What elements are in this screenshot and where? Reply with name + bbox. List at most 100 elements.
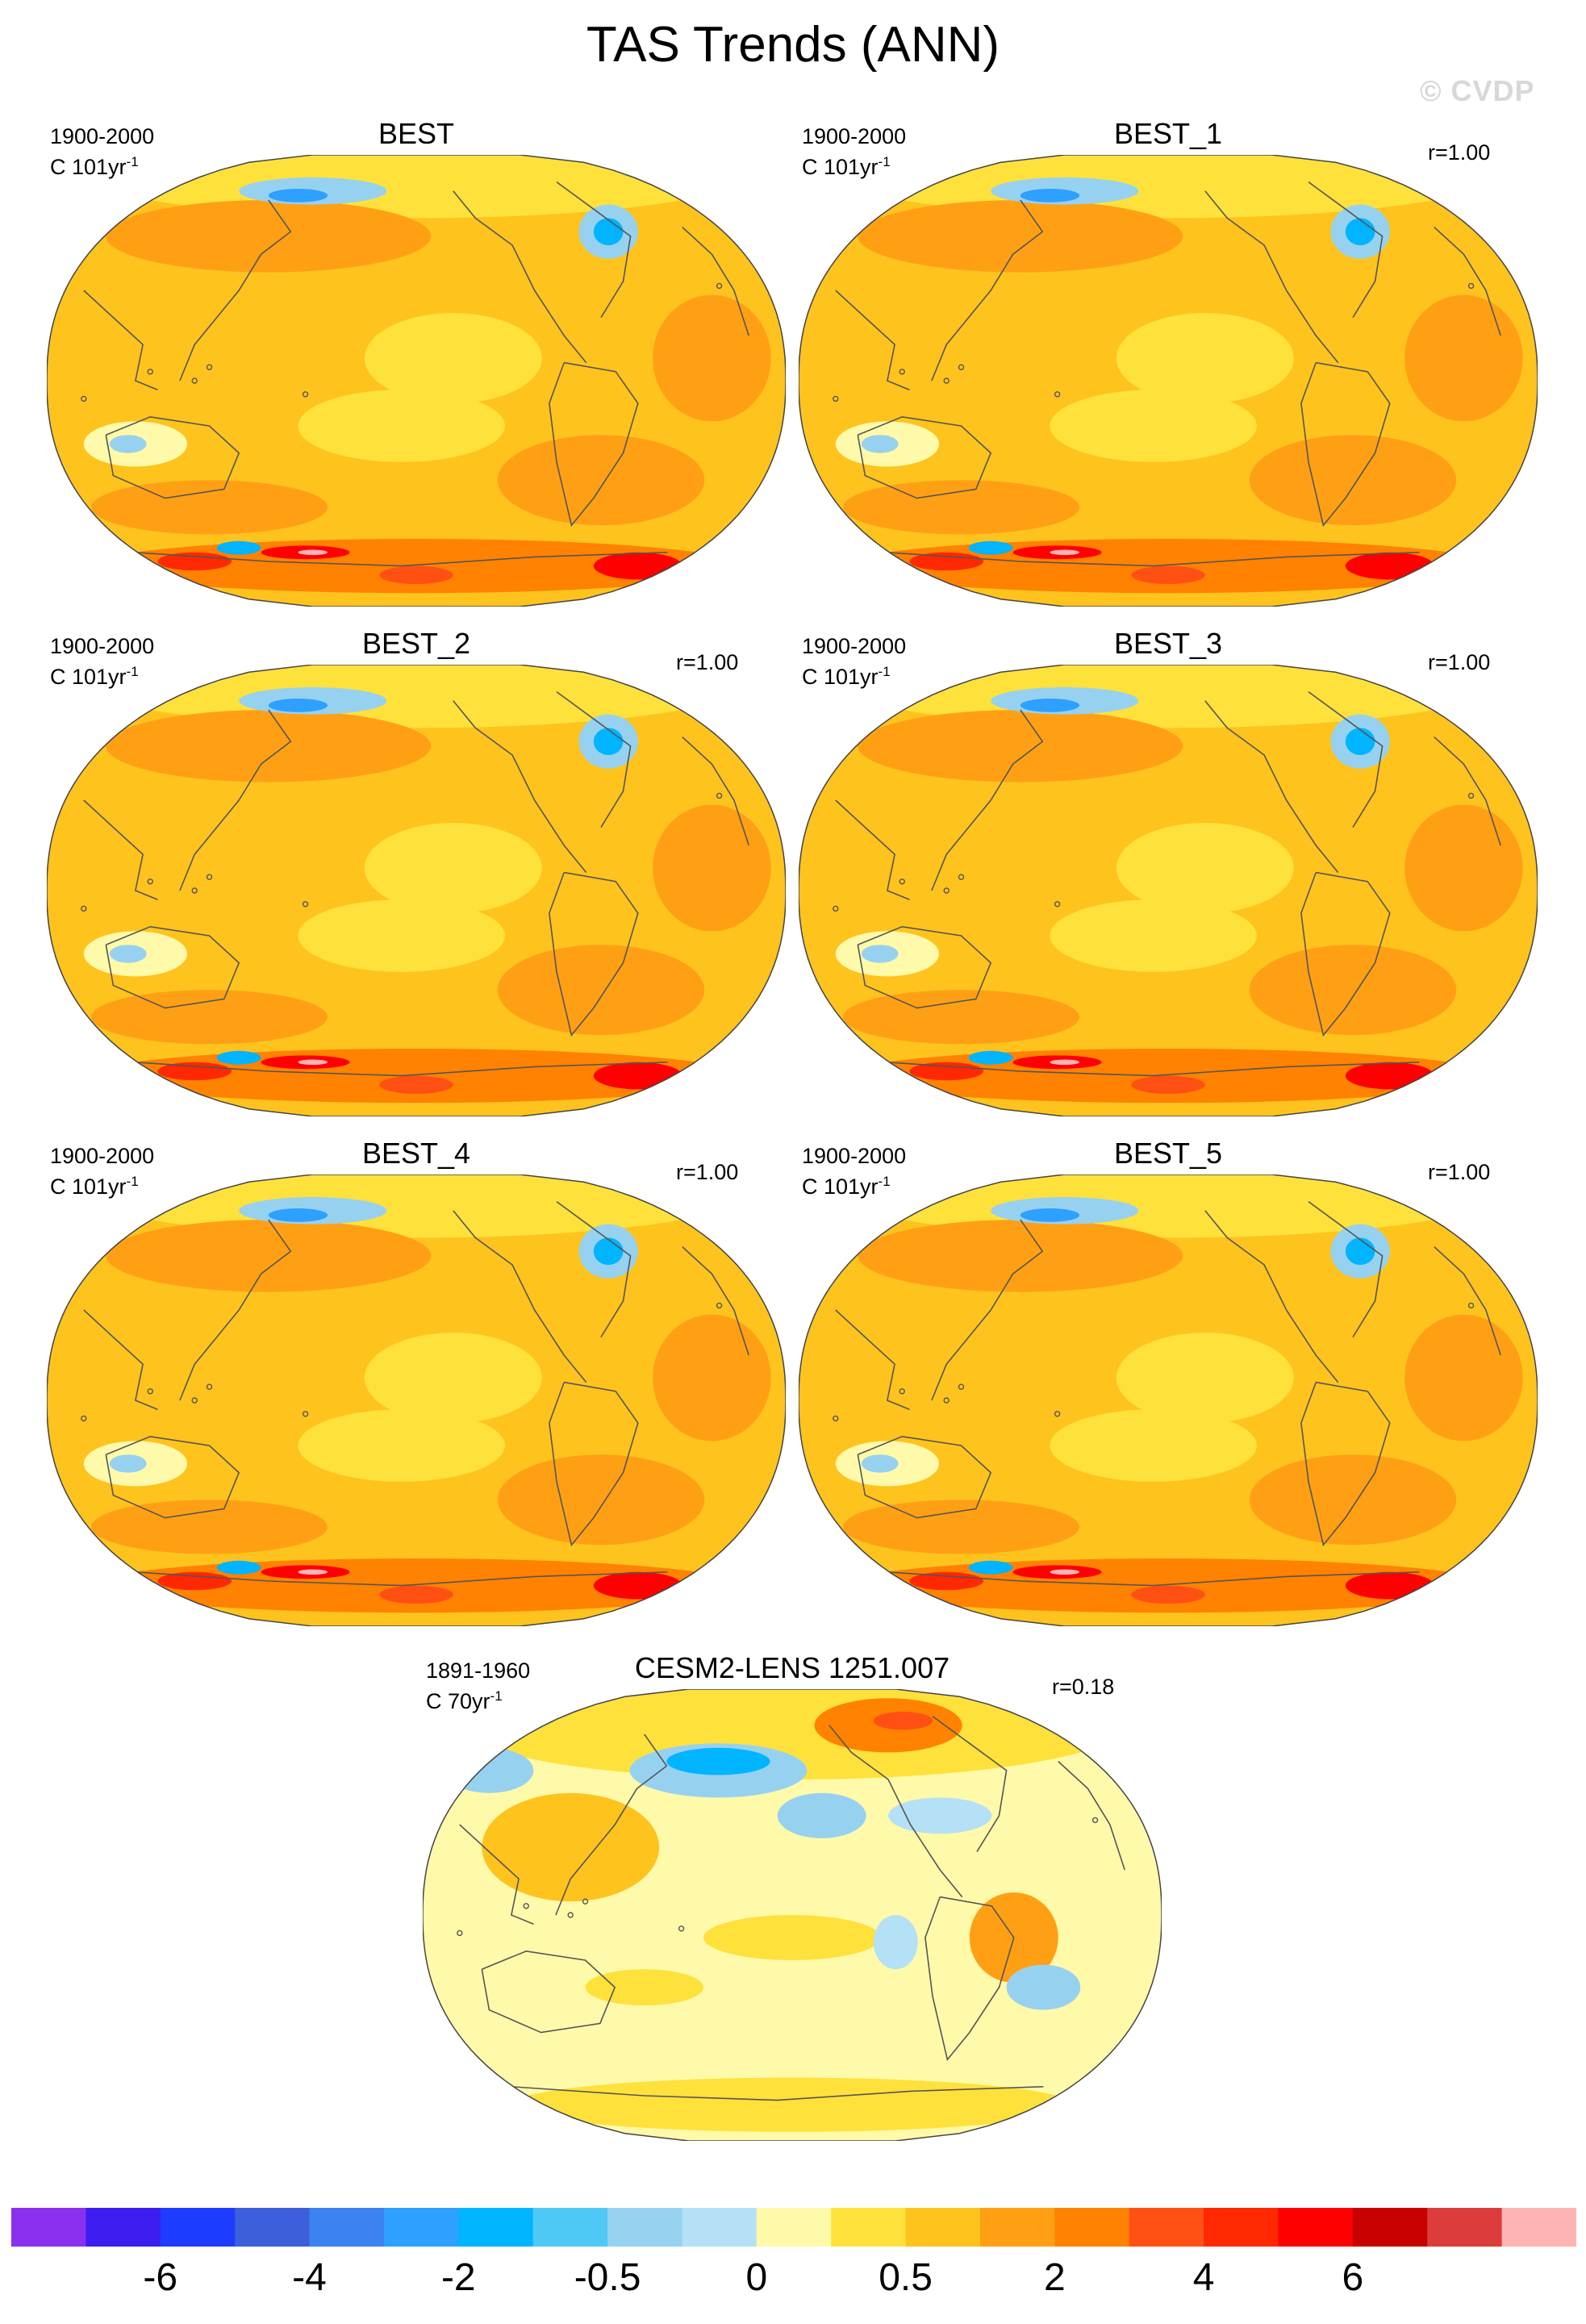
- coastline: [1308, 181, 1384, 319]
- coastline: [931, 709, 1044, 891]
- coastline: [1204, 1210, 1339, 1383]
- panel-period: 1891-1960 C 70yr-1: [426, 1659, 530, 1714]
- pacific-light-region: [364, 823, 542, 913]
- island-outline: [716, 1302, 723, 1309]
- units-exponent: -1: [878, 154, 891, 169]
- map-svg: [423, 1689, 1162, 2141]
- coastline: [83, 799, 158, 900]
- antarctic-hot: [593, 552, 682, 580]
- arctic-cool-core: [268, 699, 328, 712]
- north-atlantic-cool-core: [593, 218, 624, 245]
- antarctic-cool: [1478, 1047, 1509, 1059]
- coastline: [83, 290, 158, 390]
- southern-ocean-warm: [842, 990, 1080, 1045]
- antarctic-warm: [379, 565, 453, 584]
- antarctic-hot: [157, 1062, 232, 1081]
- antarctic-hot: [909, 1571, 983, 1591]
- antarctic-warm: [379, 1585, 453, 1604]
- southern-ocean-warm: [842, 480, 1080, 535]
- africa-warm: [482, 1792, 660, 1902]
- panel-title: BEST_3: [1113, 627, 1223, 660]
- units-label: C 101yr-1: [802, 1174, 891, 1199]
- antarctic-cool: [216, 540, 261, 555]
- island-outline: [81, 1415, 87, 1422]
- map-svg: [799, 1175, 1538, 1626]
- pacific-light-region: [1050, 899, 1257, 972]
- units-label: C 101yr-1: [802, 664, 891, 689]
- panel-title: BEST_2: [361, 627, 471, 660]
- island-outline: [1054, 1411, 1061, 1417]
- antarctic-hot: [593, 1571, 682, 1600]
- island-outline: [302, 1411, 309, 1417]
- indian-ocean-cool: [109, 1454, 147, 1473]
- colorbar-swatch: [235, 2208, 311, 2247]
- coastline: [1204, 190, 1339, 364]
- antarctic-hot: [909, 552, 983, 571]
- pattern-correlation: r=1.00: [1428, 140, 1491, 165]
- southern-ocean-warm: [90, 990, 328, 1045]
- africa-warm: [1404, 294, 1523, 422]
- panel-period: 1900-2000 C 101yr-1: [50, 634, 154, 690]
- map-outline: [423, 1689, 1162, 2141]
- period-label: 1900-2000: [802, 634, 907, 658]
- north-pacific-cool-core: [666, 1747, 770, 1775]
- colorbar-swatch: [532, 2208, 608, 2247]
- panel-period: 1900-2000 C 101yr-1: [50, 1144, 154, 1200]
- antarctic-warm: [1131, 1075, 1205, 1094]
- colorbar-tick-label: -2: [440, 2256, 476, 2299]
- coastline: [481, 1950, 616, 2034]
- island-outline: [833, 905, 839, 912]
- units-exponent: -1: [490, 1688, 503, 1704]
- north-atlantic-cool-core: [1345, 728, 1375, 755]
- period-label: 1891-1960: [426, 1659, 531, 1683]
- colorbar-swatch: [86, 2208, 161, 2247]
- map-outline: [799, 665, 1538, 1116]
- map-outline: [47, 155, 786, 607]
- colorbar-swatch: [756, 2208, 832, 2247]
- antarctic-hot: [909, 1062, 983, 1081]
- asia-warm-region: [106, 710, 432, 782]
- island-outline: [1467, 1302, 1475, 1309]
- pacific-light-region: [298, 1409, 505, 1482]
- coastline: [1308, 691, 1384, 828]
- asia-warm-region: [858, 710, 1183, 782]
- antarctic-warm: [1131, 1585, 1205, 1604]
- coastline: [857, 1435, 992, 1519]
- island-outline: [81, 395, 87, 403]
- island-outline: [943, 378, 950, 384]
- antarctic-hot-core: [1050, 1059, 1080, 1066]
- colorbar-swatch: [458, 2208, 534, 2247]
- southern-ocean-warm: [90, 480, 328, 535]
- indian-ocean-cool: [861, 945, 899, 963]
- arctic-cool-core: [1020, 1208, 1080, 1222]
- island-outline: [523, 1903, 529, 1909]
- antarctic-hot-core: [298, 1059, 328, 1066]
- north-atlantic-cool: [444, 1747, 534, 1793]
- island-outline: [943, 1397, 950, 1404]
- antarctic-cool: [1478, 537, 1509, 549]
- coastline: [682, 736, 749, 846]
- island-outline: [833, 1415, 839, 1422]
- colorbar-tick-label: -6: [143, 2256, 178, 2299]
- coastline: [857, 415, 992, 499]
- island-outline: [833, 395, 839, 403]
- asia-warm-region: [858, 1220, 1183, 1292]
- coastline: [887, 1062, 1420, 1077]
- panel-period: 1900-2000 C 101yr-1: [50, 124, 154, 180]
- map-svg: [47, 1175, 786, 1626]
- units-label: C 101yr-1: [50, 664, 139, 689]
- antarctic-hot: [157, 552, 232, 571]
- island-outline: [206, 1383, 213, 1390]
- colorbar-swatch: [1427, 2208, 1503, 2247]
- pattern-correlation: r=1.00: [1428, 1160, 1491, 1184]
- island-outline: [958, 874, 965, 880]
- island-outline: [1091, 1817, 1099, 1824]
- coastline: [459, 1824, 534, 1925]
- colorbar-swatch: [1501, 2208, 1576, 2247]
- units-exponent: -1: [126, 1174, 139, 1189]
- coastline: [924, 1896, 1015, 2061]
- panel-title: BEST_4: [361, 1137, 471, 1170]
- antarctic-cool: [968, 1560, 1013, 1575]
- colorbar-swatch: [383, 2208, 459, 2247]
- north-atlantic-cool-core: [593, 728, 624, 755]
